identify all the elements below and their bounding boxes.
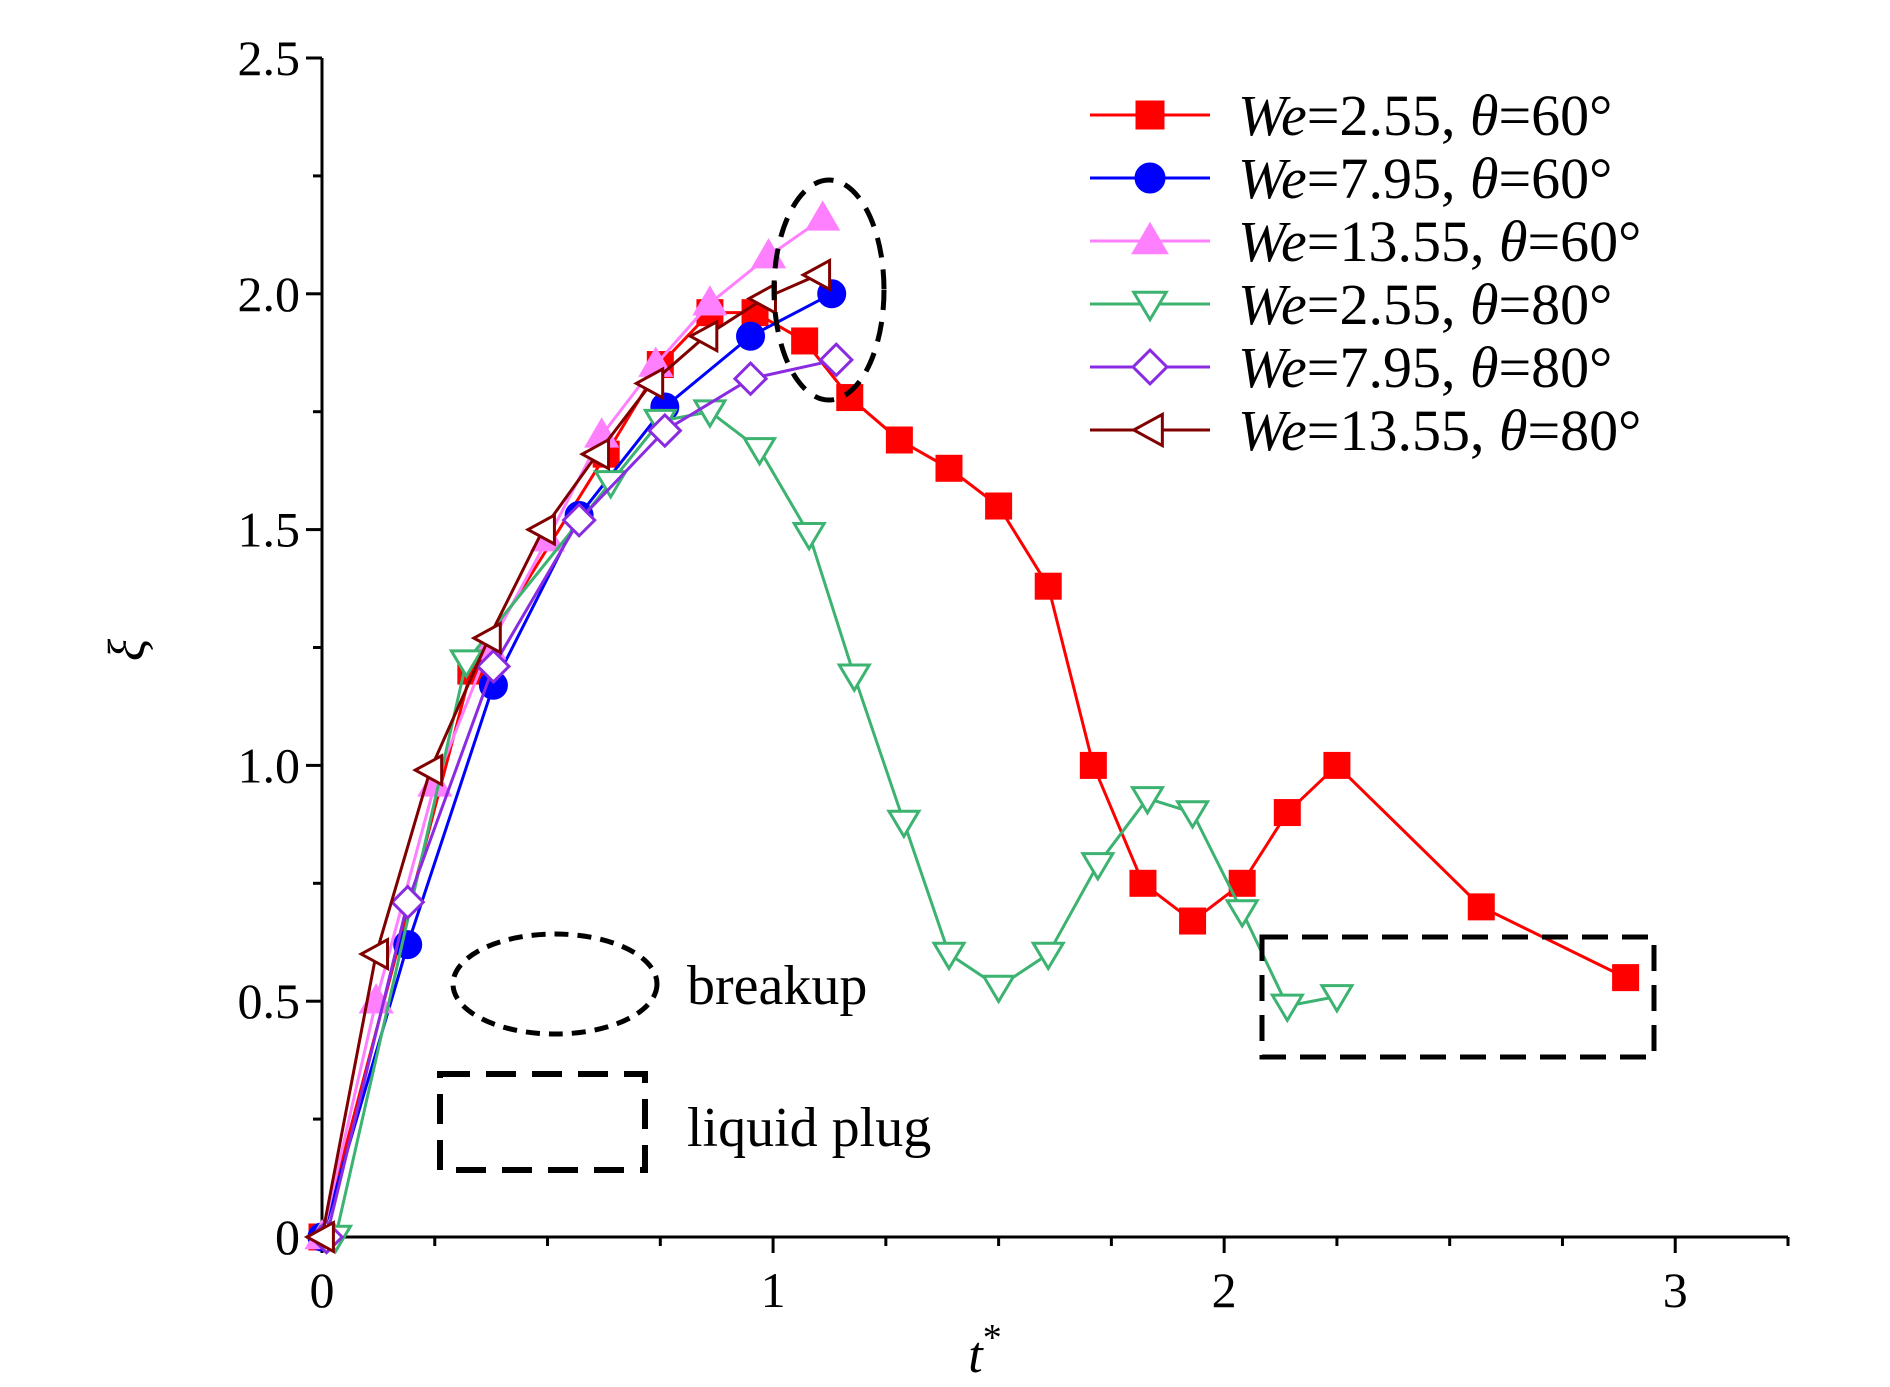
data-point: [732, 360, 769, 397]
data-point: [524, 512, 556, 547]
data-point: [1179, 907, 1207, 935]
legend-marker: [1131, 290, 1169, 323]
series-3: [304, 200, 841, 1250]
data-point: [886, 809, 922, 840]
data-point: [985, 492, 1013, 520]
data-point: [1319, 984, 1355, 1014]
legend-marker: [1131, 221, 1169, 255]
y-tick-label: 2.0: [238, 266, 301, 322]
legend: We=2.55, θ=60°We=7.95, θ=60°We=13.55, θ=…: [1090, 83, 1641, 463]
breakup-key-label: breakup: [687, 955, 867, 1017]
data-point: [357, 937, 390, 971]
legend-item-5: We=7.95, θ=80°: [1090, 335, 1612, 400]
legend-label: We=7.95, θ=80°: [1238, 335, 1612, 400]
series-4: [317, 399, 1355, 1255]
liquid-plug-region-box: [1259, 934, 1657, 1060]
data-point: [1034, 572, 1062, 600]
series-line: [320, 273, 819, 1238]
x-tick-label: 3: [1663, 1262, 1688, 1318]
data-point: [1129, 869, 1157, 897]
x-tick-label: 0: [310, 1262, 335, 1318]
data-point: [935, 454, 963, 482]
data-point: [412, 753, 444, 788]
legend-label: We=2.55, θ=60°: [1238, 83, 1612, 148]
x-axis-title: t*: [968, 1317, 1001, 1384]
legend-marker: [1135, 100, 1165, 130]
data-point: [475, 648, 512, 685]
legend-label: We=2.55, θ=80°: [1238, 272, 1612, 337]
legend-item-2: We=7.95, θ=60°: [1090, 146, 1612, 211]
y-tick-label: 1.5: [238, 502, 301, 558]
data-point: [1174, 800, 1211, 830]
data-point: [1080, 852, 1116, 882]
annotations: breakup liquid plug: [437, 177, 1657, 1173]
series-layer: [303, 200, 1640, 1255]
data-point: [736, 321, 766, 351]
legend-label: We=7.95, θ=60°: [1238, 146, 1612, 211]
x-tick-label: 1: [761, 1262, 786, 1318]
legend-marker: [1130, 411, 1164, 449]
data-point: [1612, 964, 1640, 992]
data-point: [448, 649, 484, 679]
data-point: [1129, 786, 1166, 816]
data-point: [1269, 993, 1305, 1024]
x-tick-label: 2: [1212, 1262, 1237, 1318]
legend-marker: [1134, 162, 1166, 194]
data-point: [1467, 893, 1495, 921]
liquid-plug-key-box: [437, 1071, 648, 1173]
data-point: [805, 200, 841, 231]
data-point: [1273, 799, 1301, 827]
data-point: [885, 426, 913, 454]
data-point: [818, 342, 854, 378]
y-axis-title: ξ: [99, 638, 156, 661]
ticks: 0 1 2 3 0 0.5 1.0 1.5 2.0 2.5: [238, 30, 1790, 1318]
data-point: [1224, 899, 1260, 929]
data-point: [931, 941, 967, 972]
y-tick-label: 0: [275, 1209, 300, 1265]
data-point: [741, 437, 778, 467]
data-point: [800, 258, 832, 292]
data-point: [561, 502, 597, 538]
data-point: [791, 327, 819, 355]
data-point: [836, 663, 872, 694]
y-tick-label: 0.5: [238, 973, 301, 1029]
legend-item-4: We=2.55, θ=80°: [1090, 272, 1612, 337]
series-line: [320, 292, 833, 1238]
data-point: [1323, 751, 1351, 779]
y-tick-label: 1.0: [238, 737, 301, 793]
legend-marker: [1130, 347, 1170, 387]
data-point: [303, 1220, 335, 1254]
breakup-region-ellipse: [771, 177, 887, 403]
data-point: [692, 285, 728, 316]
data-point: [980, 974, 1017, 1005]
legend-item-3: We=13.55, θ=60°: [1090, 209, 1641, 274]
legend-item-1: We=2.55, θ=60°: [1090, 83, 1612, 148]
legend-item-6: We=13.55, θ=80°: [1090, 398, 1641, 463]
series-6: [303, 258, 832, 1254]
data-point: [470, 621, 502, 655]
data-point: [1079, 751, 1107, 779]
legend-label: We=13.55, θ=80°: [1238, 398, 1641, 463]
data-point: [579, 437, 611, 472]
data-point: [1030, 941, 1066, 972]
data-point: [647, 412, 683, 449]
data-point: [1228, 869, 1256, 897]
data-point: [633, 366, 665, 401]
legend-label: We=13.55, θ=60°: [1238, 209, 1641, 274]
data-point: [389, 884, 426, 920]
data-point: [687, 319, 719, 354]
liquid-plug-key-label: liquid plug: [687, 1097, 931, 1159]
data-point: [791, 522, 827, 552]
data-point: [836, 384, 864, 412]
y-tick-label: 2.5: [238, 30, 301, 86]
breakup-key-ellipse: [450, 931, 660, 1037]
